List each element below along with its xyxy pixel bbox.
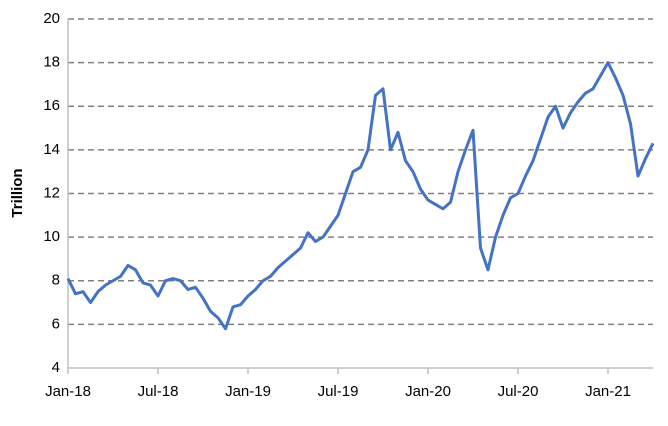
x-tick-label: Jan-18 [45,383,91,400]
x-tick-label: Jul-18 [138,383,179,400]
y-tick-label: 4 [52,359,60,376]
y-tick-label: 18 [43,54,60,71]
x-tick-label: Jan-21 [585,383,631,400]
x-tick-label: Jul-19 [318,383,359,400]
y-axis-label: Trillion [9,168,26,217]
y-tick-label: 20 [43,10,60,27]
x-tick-label: Jan-19 [225,383,271,400]
line-series [66,61,655,331]
y-tick-label: 6 [52,315,60,332]
y-tick-label: 8 [52,272,60,289]
y-tick-label: 14 [43,141,60,158]
y-tick-label: 16 [43,97,60,114]
y-tick-label: 10 [43,228,60,245]
x-tick-label: Jan-20 [405,383,451,400]
y-tick-label: 12 [43,184,60,201]
x-tick-label: Jul-20 [498,383,539,400]
